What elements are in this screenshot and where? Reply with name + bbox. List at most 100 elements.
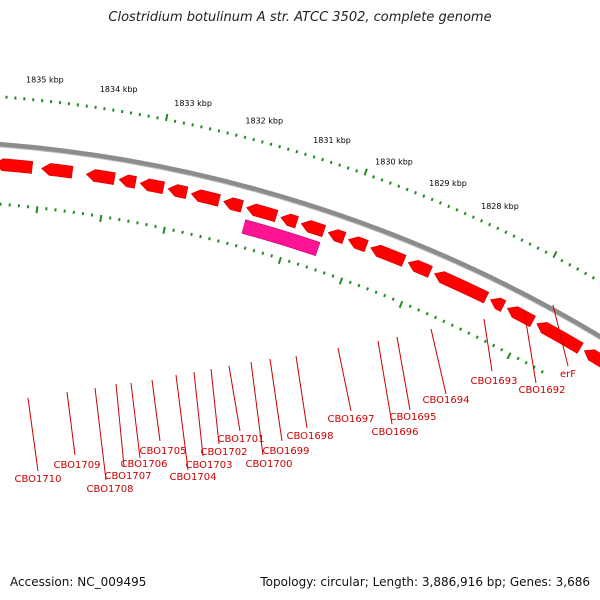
gene-label: CBO1710 [15,474,62,485]
gene-label: CBO1697 [328,414,375,425]
gene-label: CBO1699 [263,446,310,457]
tick-mark [162,226,166,234]
tick-mark [321,157,324,162]
gene-label: CBO1707 [105,471,152,482]
gene-label: CBO1693 [471,376,518,387]
callout-line [175,374,189,471]
tick-mark [156,116,159,120]
tick-mark [260,140,264,144]
gene-arrow [167,184,189,199]
callout-line [250,361,264,456]
tick-mark [366,287,370,291]
tick-mark [338,163,342,167]
tick-mark [520,238,524,242]
tick-mark [540,370,544,374]
tick-mark [145,222,148,227]
tick-mark [217,239,220,243]
gene-arrow [583,349,600,368]
tick-mark [243,246,247,250]
tick-mark [405,187,409,192]
kbp-label-group: 1828 kbp 1829 kbp 1830 kbp 1831 kbp 1832 kbp… [26,75,519,211]
callout-line [27,397,39,472]
callout-line [269,358,283,442]
tick-mark [528,242,532,246]
tick-mark [388,181,392,185]
gene-label: CBO1704 [170,472,217,483]
tick-mark [438,201,442,205]
tick-mark [524,361,528,365]
gene-label: CBO1695 [390,412,437,423]
tick-mark [287,259,291,264]
tick-mark [500,347,504,352]
tick-mark [357,283,361,288]
kbp-label: 1835 kbp [26,75,64,84]
tick-mark [226,131,229,135]
tick-mark [363,168,368,176]
tick-mark [322,271,326,275]
callout-line [228,365,241,432]
tick-mark [243,135,247,140]
tick-mark [35,206,39,214]
tick-mark [383,293,387,298]
tick-mark [278,144,282,149]
gene-arrow [0,158,34,174]
backbone-arc [0,141,600,340]
backbone-highlight [0,146,600,341]
gene-label: erF [560,369,576,380]
page-title: Clostridium botulinum A str. ATCC 3502, … [108,10,492,25]
callout-line [377,340,393,425]
tick-mark [516,356,520,361]
callout-line [115,383,125,467]
gene-label: CBO1709 [54,460,101,471]
tick-mark [269,142,273,146]
gene-arrow [536,322,584,354]
tick-mark [483,339,487,344]
gene-label: CBO1694 [423,395,470,406]
tick-mark [190,232,193,237]
callout-line [430,328,447,395]
tick-mark [568,262,572,267]
tick-mark [208,237,211,241]
tick-mark [467,331,471,335]
tick-mark [536,246,540,250]
gene-label: CBO1706 [121,459,168,470]
tick-mark [154,224,157,229]
tick-mark [252,137,256,142]
tick-mark [488,222,492,227]
callout-line [193,371,204,457]
tick-mark [99,214,103,223]
tick-mark [425,311,429,316]
gene-arrow [41,163,74,179]
accession-text: Accession: NC_009495 [10,575,147,589]
tick-mark [138,112,142,117]
tick-mark [331,274,335,278]
tick-mark [414,190,417,195]
gene-arrow [407,259,433,278]
kbp-label: 1830 kbp [375,158,413,167]
tick-mark [217,129,221,133]
tick-mark [479,219,484,223]
tick-mark [463,211,467,216]
kbp-label: 1832 kbp [245,116,283,125]
tick-mark [173,119,177,123]
tick-mark [304,152,307,157]
kbp-label: 1831 kbp [313,136,351,145]
kbp-label: 1828 kbp [481,202,519,211]
gene-arrow [300,220,327,238]
tick-mark [560,258,564,263]
gene-label: CBO1696 [372,427,419,438]
tick-mark [417,308,421,312]
tick-mark [199,234,202,239]
gene-arrow [489,297,507,312]
tick-mark [305,265,309,269]
tick-mark [544,250,548,254]
tick-mark [455,208,459,212]
tick-mark [475,335,479,340]
gene-label: CBO1701 [218,434,265,445]
tick-mark [492,343,496,348]
tick-mark [296,262,300,266]
callout-line [483,318,493,372]
gene-arrow [280,213,299,229]
